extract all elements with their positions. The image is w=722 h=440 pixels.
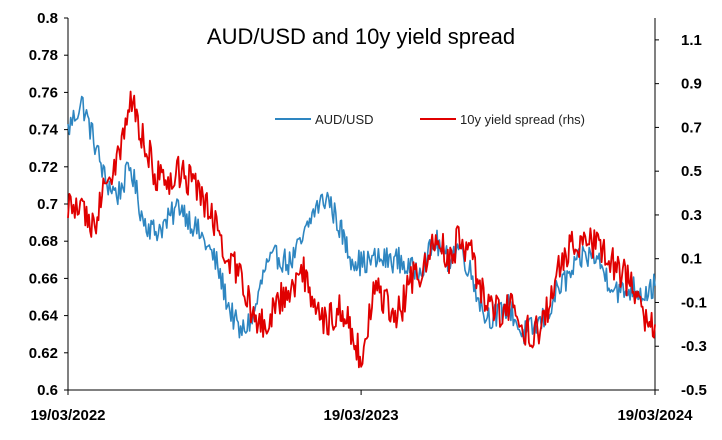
legend-label: 10y yield spread (rhs) <box>460 112 585 127</box>
chart-title: AUD/USD and 10y yield spread <box>207 24 515 49</box>
right-tick-label: 0.3 <box>681 207 702 224</box>
right-tick-label: 1.1 <box>681 32 702 49</box>
left-tick-label: 0.64 <box>29 308 59 325</box>
axes: 0.6 0.62 0.64 0.66 0.68 0.7 0.72 0.74 0.76 0.78 0.… <box>29 10 707 424</box>
left-tick-label: 0.72 <box>29 159 58 176</box>
plot-area <box>67 90 656 369</box>
legend: AUD/USD 10y yield spread (rhs) <box>275 112 585 127</box>
left-tick-label: 0.74 <box>29 122 59 139</box>
right-tick-label: -0.1 <box>681 294 707 311</box>
left-tick-label: 0.6 <box>37 382 58 399</box>
x-tick-label: 19/03/2024 <box>617 407 693 424</box>
left-tick-label: 0.62 <box>29 345 58 362</box>
x-tick-label: 19/03/2023 <box>324 407 399 424</box>
left-tick-label: 0.78 <box>29 47 58 64</box>
x-tick-label: 19/03/2022 <box>30 407 105 424</box>
right-tick-label: 0.9 <box>681 76 702 93</box>
left-tick-label: 0.66 <box>29 270 58 287</box>
right-tick-label: 0.7 <box>681 119 702 136</box>
audusd-series-line <box>67 95 656 345</box>
left-tick-label: 0.8 <box>37 10 58 27</box>
right-tick-label: 0.1 <box>681 251 702 268</box>
left-tick-label: 0.76 <box>29 84 58 101</box>
right-tick-label: -0.5 <box>681 382 707 399</box>
right-tick-label: -0.3 <box>681 338 707 355</box>
right-tick-label: 0.5 <box>681 163 702 180</box>
left-tick-label: 0.7 <box>37 196 58 213</box>
left-tick-label: 0.68 <box>29 233 58 250</box>
legend-label: AUD/USD <box>315 112 374 127</box>
yield-spread-series-line <box>67 90 656 369</box>
